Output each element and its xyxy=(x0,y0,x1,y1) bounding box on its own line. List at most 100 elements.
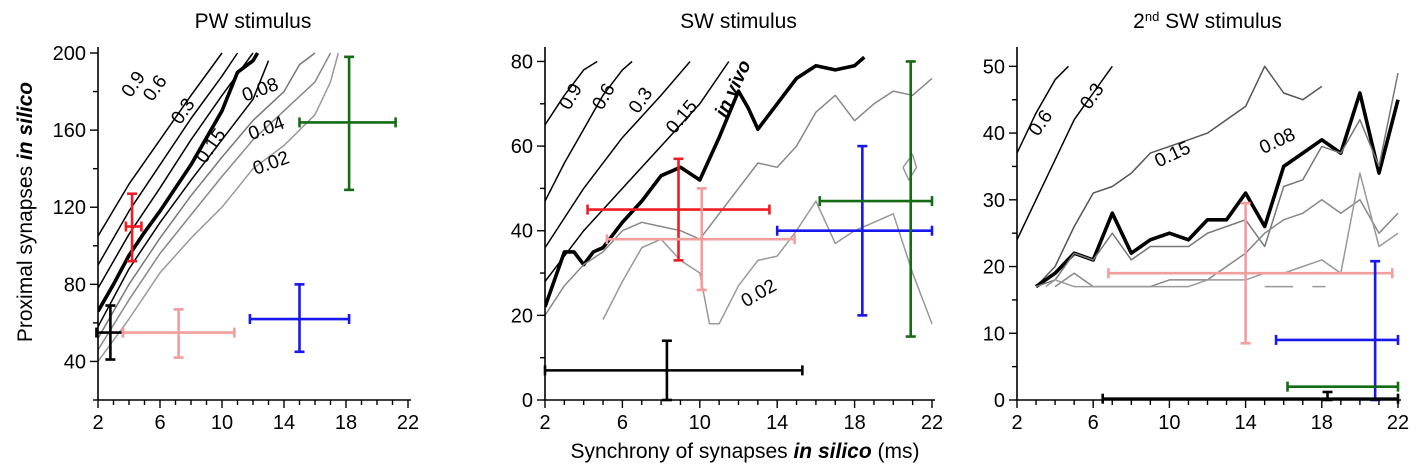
x-tick-label: 6 xyxy=(154,412,165,434)
error-bar-1 xyxy=(605,187,796,292)
contour-line-3 xyxy=(98,52,260,313)
panel-title-text: SW stimulus xyxy=(680,10,797,33)
x-tick-label: 14 xyxy=(766,412,788,434)
contour-label-3: 0.15 xyxy=(662,96,702,138)
y-tick-label: 30 xyxy=(983,190,1005,212)
x-tick-label: 22 xyxy=(1387,412,1409,434)
y-tick-label: 80 xyxy=(511,51,533,73)
error-bar-4 xyxy=(298,55,397,192)
panel-title-superscript: nd xyxy=(1145,9,1159,24)
x-tick-label: 22 xyxy=(397,412,419,434)
y-tick-label: 160 xyxy=(53,120,86,142)
contour-line-3 xyxy=(1034,91,1400,289)
contour-label-1: 0.6 xyxy=(588,80,619,113)
contour-line-7 xyxy=(98,52,340,362)
x-tick-label: 10 xyxy=(689,412,711,434)
panel-title: PW stimulus xyxy=(195,10,312,33)
contour-line-1 xyxy=(1017,65,1113,241)
error-bar-0 xyxy=(586,157,771,262)
contour-line-6 xyxy=(602,200,933,325)
contour-label-1: 0.3 xyxy=(1076,80,1108,114)
contour-line-1 xyxy=(98,52,239,266)
contour-label-6: 0.02 xyxy=(250,147,292,179)
y-tick-label: 120 xyxy=(53,197,86,219)
contour-label-2: 0.15 xyxy=(1152,137,1194,172)
contour-line-4 xyxy=(98,60,270,328)
contour-line-0 xyxy=(545,60,598,126)
contour-line-2 xyxy=(1035,65,1323,288)
y-axis-title-emph: in silico xyxy=(14,82,37,160)
y-tick-label: 60 xyxy=(511,136,533,158)
contour-line-2 xyxy=(545,61,691,249)
error-bar-1 xyxy=(95,304,125,361)
x-tick-label: 18 xyxy=(843,412,865,434)
contour-line-2 xyxy=(98,52,254,289)
error-bar-3 xyxy=(1101,390,1400,404)
x-tick-label: 18 xyxy=(335,412,357,434)
error-bar-1 xyxy=(1274,259,1400,402)
x-tick-label: 2 xyxy=(1011,412,1022,434)
y-tick-label: 10 xyxy=(983,323,1005,345)
error-bar-2 xyxy=(121,308,236,359)
x-tick-label: 18 xyxy=(1311,412,1333,434)
x-axis-title-prefix: Synchrony of synapses xyxy=(571,440,794,463)
error-bar-2 xyxy=(1286,381,1400,392)
contour-line-3 xyxy=(545,61,730,282)
contour-line-5 xyxy=(98,52,316,339)
error-bar-3 xyxy=(818,60,934,338)
y-tick-label: 40 xyxy=(511,221,533,243)
contour-line-4 xyxy=(1035,72,1399,288)
x-axis-title-emph: in silico xyxy=(793,440,871,463)
contour-label-5: 0.02 xyxy=(738,275,781,312)
y-axis-title-prefix: Proximal synapses xyxy=(14,160,37,342)
y-tick-label: 50 xyxy=(983,56,1005,78)
x-tick-label: 10 xyxy=(1158,412,1180,434)
contour-line-0 xyxy=(1017,65,1069,154)
y-tick-label: 20 xyxy=(983,257,1005,279)
x-tick-label: 2 xyxy=(92,412,103,434)
contour-lines xyxy=(545,55,933,325)
panel-title: 2nd SW stimulus xyxy=(1133,9,1282,34)
panel-title: SW stimulus xyxy=(680,10,797,33)
contour-line-5 xyxy=(545,77,933,316)
y-tick-label: 20 xyxy=(511,305,533,327)
contour-lines xyxy=(1017,65,1400,289)
x-tick-label: 22 xyxy=(921,412,943,434)
y-tick-label: 80 xyxy=(64,274,86,296)
contour-label-0: 0.6 xyxy=(1025,106,1057,140)
contour-label-3: 0.08 xyxy=(1256,124,1298,159)
contour-line-1 xyxy=(545,60,633,202)
y-tick-label: 40 xyxy=(64,351,86,373)
y-tick-label: 0 xyxy=(994,390,1005,412)
x-axis-title: Synchrony of synapses in silico (ms) xyxy=(571,440,920,463)
contour-line-6 xyxy=(98,52,332,351)
error-bar-3 xyxy=(248,283,351,354)
panel-title-rest: SW stimulus xyxy=(1159,10,1282,33)
contour-lines xyxy=(98,52,340,362)
x-tick-label: 14 xyxy=(1234,412,1256,434)
contour-label-5: 0.04 xyxy=(246,112,288,145)
y-tick-label: 200 xyxy=(53,43,86,65)
y-tick-label: 0 xyxy=(522,390,533,412)
error-bar-2 xyxy=(775,144,934,317)
error-bar-4 xyxy=(543,339,804,402)
contour-label-4: 0.08 xyxy=(239,74,281,106)
x-tick-label: 14 xyxy=(273,412,295,434)
contour-line-7 xyxy=(902,153,918,181)
contour-label-3: 0.15 xyxy=(192,125,230,167)
panel-title-text: 2 xyxy=(1133,10,1145,33)
x-tick-label: 6 xyxy=(617,412,628,434)
x-tick-label: 6 xyxy=(1088,412,1099,434)
contour-line-0 xyxy=(98,52,223,237)
x-tick-label: 2 xyxy=(539,412,550,434)
contour-line-4 xyxy=(545,55,866,308)
contour-label-2: 0.3 xyxy=(625,84,657,118)
error-bar-0 xyxy=(124,192,143,263)
x-axis-title-suffix: (ms) xyxy=(872,440,920,463)
contour-line-6 xyxy=(1045,172,1399,288)
panel-title-text: PW stimulus xyxy=(195,10,312,33)
